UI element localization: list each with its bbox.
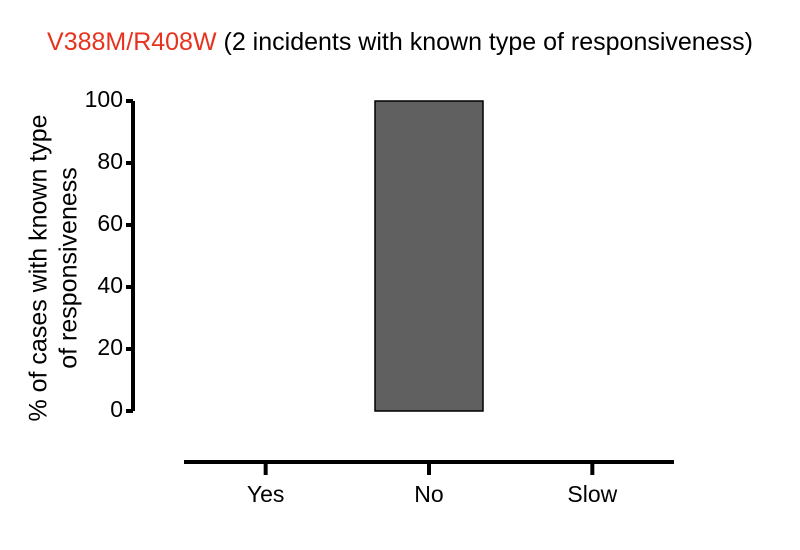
x-tick-label: Slow (567, 481, 617, 507)
bar (374, 100, 484, 412)
chart-title-rest: (2 incidents with known type of responsi… (216, 28, 753, 56)
y-axis-label: % of cases with known type of responsive… (25, 114, 83, 421)
y-tick-label: 20 (97, 334, 123, 360)
y-tick-label: 40 (97, 272, 123, 298)
y-tick-label: 60 (97, 210, 123, 236)
y-tick-label: 80 (97, 148, 123, 174)
y-axis-label-line-1: % of cases with known type (25, 114, 53, 421)
y-tick-label: 0 (110, 396, 123, 422)
y-tick-label: 100 (85, 86, 123, 112)
x-tick-label: No (414, 481, 443, 507)
x-tick-label: Yes (247, 481, 285, 507)
chart-title-variant: V388M/R408W (47, 28, 217, 56)
chart-title: V388M/R408W (2 incidents with known type… (0, 28, 800, 57)
y-axis-label-line-2: of responsiveness (55, 167, 83, 369)
